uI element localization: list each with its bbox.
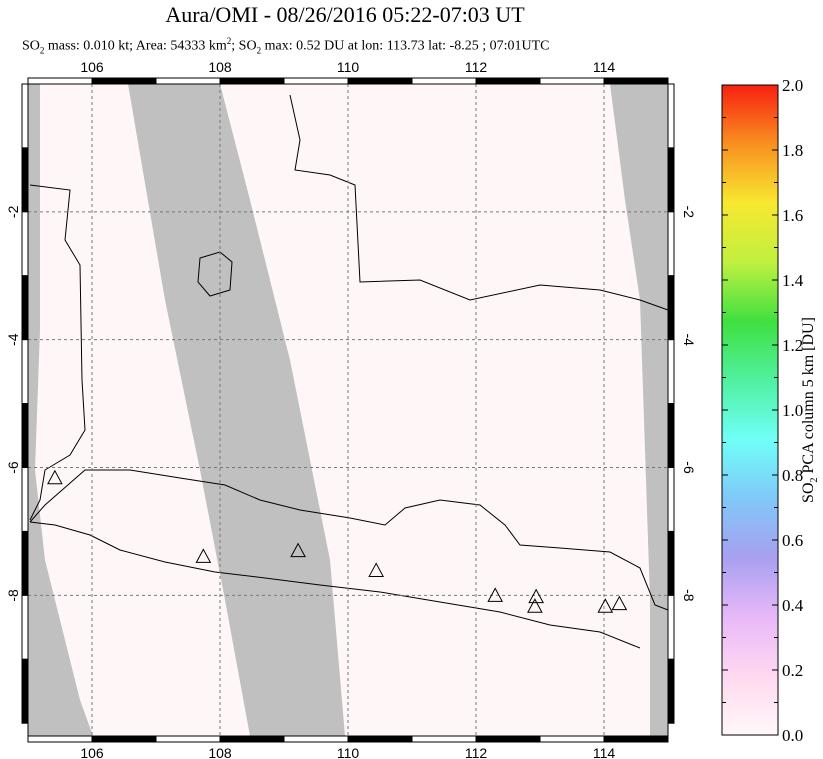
x-tick-label-bottom: 108 <box>208 745 232 759</box>
y-tick-label-right: -8 <box>681 589 697 602</box>
frame-segment <box>539 77 605 85</box>
x-tick-label-bottom: 114 <box>593 745 616 759</box>
colorbar-tick-label: 1.0 <box>782 401 803 420</box>
x-tick-label-top: 108 <box>208 59 232 75</box>
frame-segment <box>27 77 93 85</box>
volcano-marker <box>195 548 212 563</box>
frame-segment <box>21 147 29 213</box>
frame-segment <box>91 77 157 85</box>
volcano-marker <box>597 598 614 613</box>
chart-title: Aura/OMI - 08/26/2016 05:22-07:03 UT <box>165 2 525 27</box>
frame-segment <box>27 735 93 743</box>
y-tick-label-right: -4 <box>681 333 697 346</box>
frame-segment <box>667 403 675 469</box>
frame-segment <box>667 339 675 405</box>
volcano-marker <box>527 598 543 613</box>
colorbar-tick-label: 0.0 <box>782 726 803 745</box>
colorbar-tick-label: 2.0 <box>782 76 803 95</box>
frame-segment <box>667 658 675 724</box>
frame-segment <box>667 594 675 660</box>
colorbar-tick-label: 0.4 <box>782 596 804 615</box>
colorbar-label: SO2 PCA column 5 km [DU] <box>800 317 820 503</box>
y-tick-label-left: -4 <box>5 333 21 346</box>
frame-segment <box>283 77 349 85</box>
frame-segment <box>667 275 675 341</box>
x-tick-label-top: 112 <box>465 59 488 75</box>
volcano-marker <box>290 542 306 558</box>
no-data-swath <box>128 84 345 736</box>
volcano-marker <box>47 469 63 485</box>
chart-subtitle: SO2 mass: 0.010 kt; Area: 54333 km2; SO2… <box>22 36 550 56</box>
volcano-markers <box>47 469 628 613</box>
map-area <box>21 77 675 743</box>
colorbar <box>721 84 779 736</box>
coastlines <box>29 94 669 649</box>
frame-segment <box>603 735 669 743</box>
x-tick-label-top: 114 <box>593 59 616 75</box>
y-tick-label-right: -6 <box>681 461 697 474</box>
no-data-right-strip <box>610 84 668 736</box>
x-tick-label-top: 106 <box>80 59 104 75</box>
frame-segment <box>219 735 285 743</box>
frame-segment <box>91 735 157 743</box>
frame-segment <box>155 77 221 85</box>
colorbar-tick-label: 0.2 <box>782 661 803 680</box>
frame-segment <box>283 735 349 743</box>
frame-segment <box>347 735 413 743</box>
frame-segment <box>21 658 29 724</box>
frame-segment <box>603 77 669 85</box>
colorbar-tick-label: 0.8 <box>782 466 803 485</box>
x-tick-label-bottom: 106 <box>80 745 104 759</box>
colorbar-tick-label: 0.6 <box>782 531 803 550</box>
y-tick-label-left: -6 <box>5 461 21 474</box>
colorbar-tick-label: 1.4 <box>782 271 804 290</box>
frame-segment <box>21 530 29 596</box>
x-tick-label-bottom: 110 <box>337 745 360 759</box>
colorbar-tick-label: 1.2 <box>782 336 803 355</box>
colorbar-tick-label: 1.8 <box>782 141 803 160</box>
frame-segment <box>667 147 675 213</box>
frame-segment <box>667 530 675 596</box>
frame-segment <box>475 735 541 743</box>
frame-segment <box>21 467 29 532</box>
frame-segment <box>219 77 285 85</box>
x-tick-label-top: 110 <box>337 59 360 75</box>
colorbar-tick-label: 1.6 <box>782 206 803 225</box>
volcano-marker <box>368 562 384 577</box>
frame-segment <box>411 77 477 85</box>
frame-segment <box>21 83 29 149</box>
frame-segment <box>539 735 605 743</box>
y-tick-label-left: -8 <box>5 589 21 602</box>
frame-segment <box>21 339 29 405</box>
frame-segment <box>347 77 413 85</box>
frame-segment <box>21 403 29 469</box>
frame-segment <box>21 211 29 277</box>
frame-segment <box>667 211 675 277</box>
frame-segment <box>21 275 29 341</box>
y-tick-label-right: -2 <box>681 206 697 219</box>
gridlines <box>28 84 668 736</box>
frame-segment <box>155 735 221 743</box>
frame-segment <box>21 594 29 660</box>
y-tick-label-left: -2 <box>5 205 21 218</box>
frame-segment <box>411 735 477 743</box>
frame-segment <box>667 83 675 149</box>
frame-segment <box>667 467 675 532</box>
volcano-marker <box>611 595 628 611</box>
x-tick-label-bottom: 112 <box>465 745 488 759</box>
volcano-marker <box>487 587 504 602</box>
no-data-left-strip <box>28 84 93 736</box>
frame-segment <box>475 77 541 85</box>
